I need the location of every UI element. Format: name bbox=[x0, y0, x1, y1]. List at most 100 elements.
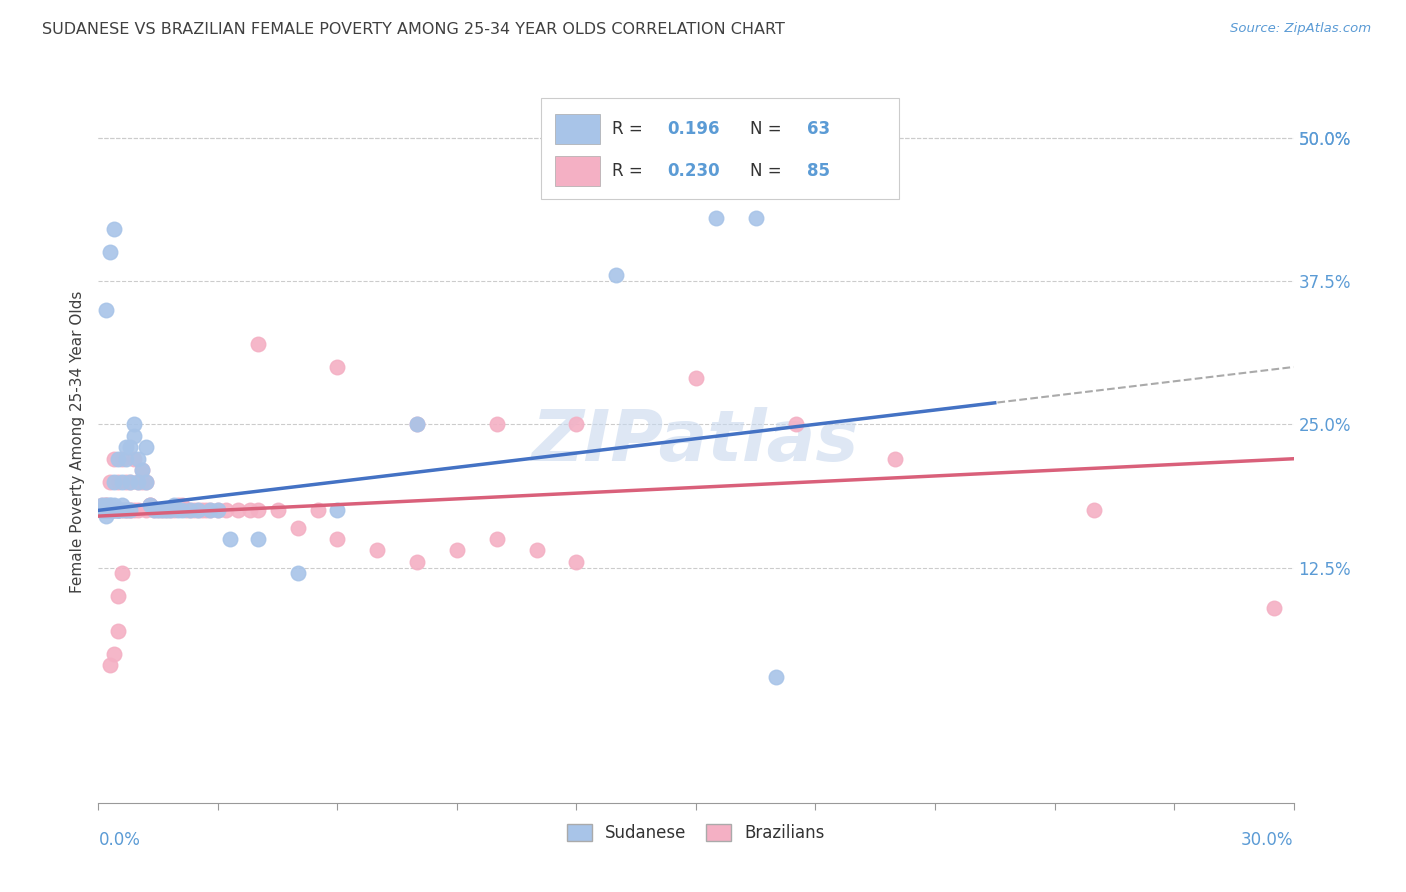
Point bbox=[115, 475, 138, 489]
Point bbox=[135, 503, 157, 517]
Point bbox=[98, 503, 122, 517]
Point bbox=[207, 503, 229, 517]
Point bbox=[207, 503, 229, 517]
Point bbox=[172, 503, 194, 517]
Point bbox=[135, 475, 157, 489]
Point bbox=[139, 498, 162, 512]
Text: Source: ZipAtlas.com: Source: ZipAtlas.com bbox=[1230, 22, 1371, 36]
Point bbox=[246, 337, 269, 351]
Point bbox=[179, 503, 201, 517]
Y-axis label: Female Poverty Among 25-34 Year Olds: Female Poverty Among 25-34 Year Olds bbox=[69, 291, 84, 592]
Point bbox=[366, 543, 388, 558]
Point bbox=[120, 440, 142, 454]
Point bbox=[124, 429, 146, 443]
Point bbox=[127, 503, 149, 517]
Point bbox=[155, 503, 177, 517]
FancyBboxPatch shape bbox=[541, 98, 900, 200]
Point bbox=[167, 498, 190, 512]
Point bbox=[111, 451, 134, 466]
Point bbox=[163, 498, 186, 512]
Text: R =: R = bbox=[613, 162, 648, 180]
Point bbox=[685, 371, 707, 385]
Point bbox=[107, 503, 129, 517]
Text: N =: N = bbox=[749, 120, 786, 137]
Point bbox=[91, 503, 114, 517]
Point bbox=[107, 503, 129, 517]
Point bbox=[120, 503, 142, 517]
Point bbox=[287, 520, 309, 534]
Point bbox=[131, 463, 153, 477]
Text: R =: R = bbox=[613, 120, 648, 137]
Point bbox=[103, 503, 125, 517]
Point bbox=[107, 503, 129, 517]
Point bbox=[107, 624, 129, 638]
Point bbox=[127, 475, 149, 489]
Point bbox=[91, 498, 114, 512]
Point bbox=[135, 440, 157, 454]
Point bbox=[103, 498, 125, 512]
Point bbox=[326, 503, 349, 517]
Point bbox=[605, 268, 627, 283]
Point bbox=[219, 532, 242, 546]
Point bbox=[215, 503, 238, 517]
Point bbox=[103, 503, 125, 517]
Point bbox=[103, 451, 125, 466]
Point bbox=[115, 503, 138, 517]
Point bbox=[96, 503, 118, 517]
Point bbox=[115, 440, 138, 454]
Text: ZIPatlas: ZIPatlas bbox=[533, 407, 859, 476]
Point bbox=[765, 670, 787, 684]
Point bbox=[526, 543, 548, 558]
Point bbox=[127, 451, 149, 466]
Point bbox=[172, 498, 194, 512]
Text: 0.196: 0.196 bbox=[668, 120, 720, 137]
Point bbox=[98, 503, 122, 517]
Point bbox=[111, 498, 134, 512]
Point bbox=[198, 503, 221, 517]
FancyBboxPatch shape bbox=[555, 156, 600, 186]
Point bbox=[103, 647, 125, 661]
Point bbox=[96, 498, 118, 512]
Point bbox=[124, 451, 146, 466]
Point bbox=[98, 498, 122, 512]
Point bbox=[120, 475, 142, 489]
Point bbox=[1083, 503, 1105, 517]
Point bbox=[115, 503, 138, 517]
Point bbox=[565, 417, 588, 432]
Point bbox=[246, 503, 269, 517]
FancyBboxPatch shape bbox=[555, 113, 600, 144]
Point bbox=[124, 417, 146, 432]
Point bbox=[111, 566, 134, 581]
Point bbox=[91, 503, 114, 517]
Point bbox=[1263, 600, 1285, 615]
Point bbox=[120, 475, 142, 489]
Point bbox=[148, 503, 170, 517]
Point bbox=[406, 417, 429, 432]
Point bbox=[98, 503, 122, 517]
Point bbox=[103, 222, 125, 236]
Point bbox=[155, 503, 177, 517]
Text: N =: N = bbox=[749, 162, 786, 180]
Point bbox=[131, 463, 153, 477]
Point bbox=[103, 475, 125, 489]
Point bbox=[187, 503, 209, 517]
Text: 0.0%: 0.0% bbox=[98, 831, 141, 849]
Point bbox=[96, 503, 118, 517]
Point bbox=[98, 503, 122, 517]
Point bbox=[745, 211, 768, 225]
Point bbox=[115, 503, 138, 517]
Point bbox=[98, 245, 122, 260]
Point bbox=[96, 503, 118, 517]
Point bbox=[103, 503, 125, 517]
Point bbox=[135, 475, 157, 489]
Point bbox=[239, 503, 262, 517]
Point bbox=[406, 555, 429, 569]
Point bbox=[107, 503, 129, 517]
Point bbox=[96, 498, 118, 512]
Point bbox=[183, 503, 205, 517]
Point bbox=[139, 498, 162, 512]
Point bbox=[187, 503, 209, 517]
Point bbox=[150, 503, 173, 517]
Point bbox=[287, 566, 309, 581]
Point bbox=[124, 503, 146, 517]
